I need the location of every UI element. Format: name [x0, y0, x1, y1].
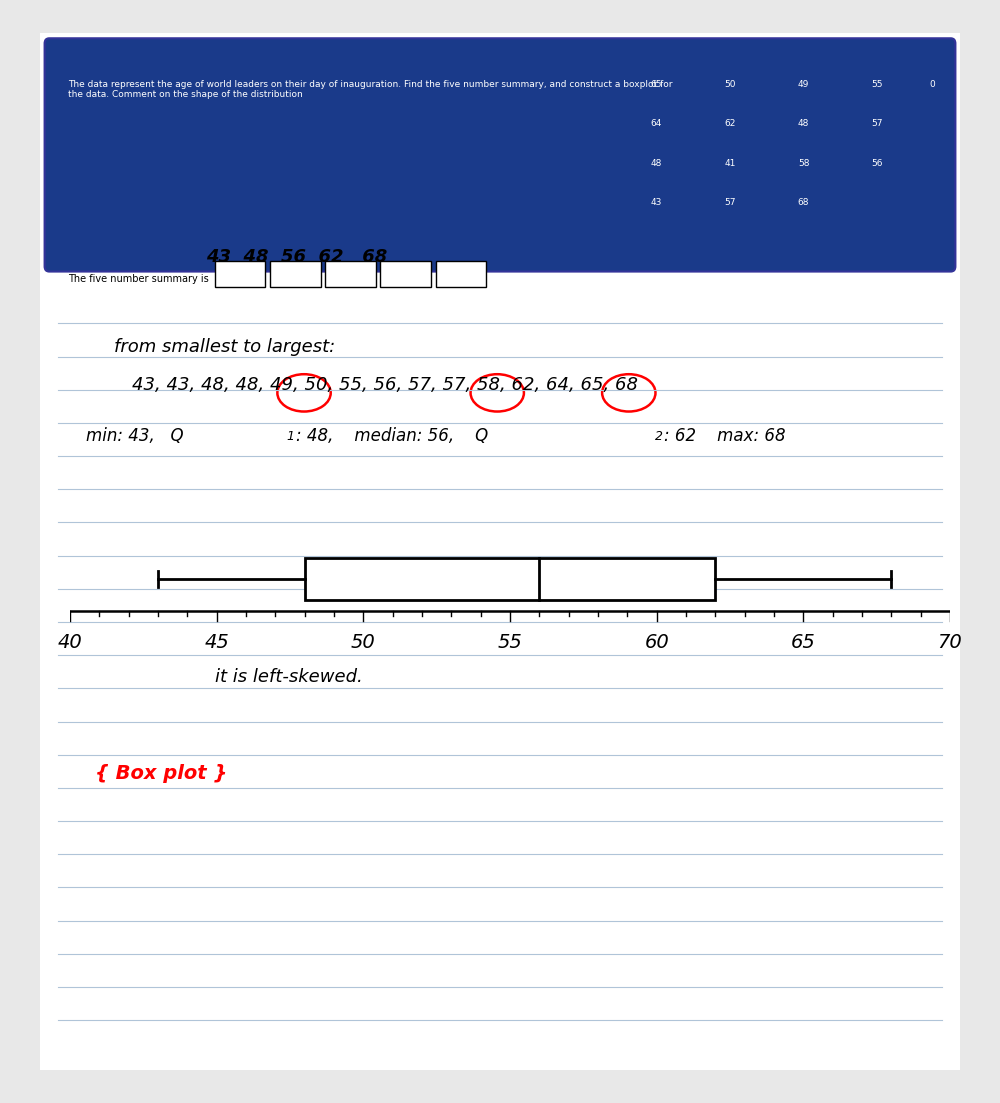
Text: 55: 55 [498, 633, 522, 652]
Text: 1: 1 [287, 430, 295, 443]
Text: 57: 57 [724, 197, 736, 207]
FancyBboxPatch shape [215, 261, 265, 287]
Text: 48: 48 [651, 159, 662, 168]
Text: 0: 0 [930, 79, 935, 88]
FancyBboxPatch shape [325, 261, 376, 287]
Text: 60: 60 [644, 633, 669, 652]
FancyBboxPatch shape [436, 261, 486, 287]
Text: 45: 45 [204, 633, 229, 652]
Text: it is left-skewed.: it is left-skewed. [215, 667, 363, 686]
Text: 58: 58 [798, 159, 809, 168]
Text: 65: 65 [791, 633, 816, 652]
Text: The five number summary is: The five number summary is [68, 274, 208, 283]
Text: 40: 40 [58, 633, 82, 652]
Text: 2: 2 [655, 430, 663, 443]
Text: { Box plot }: { Box plot } [95, 764, 227, 783]
Text: 57: 57 [871, 119, 883, 128]
Text: : 48,    median: 56,    Q: : 48, median: 56, Q [296, 427, 488, 446]
Text: 48: 48 [798, 119, 809, 128]
Text: 43, 43, 48, 48, 49, 50, 55, 56, 57, 57, 58, 62, 64, 65, 68: 43, 43, 48, 48, 49, 50, 55, 56, 57, 57, … [132, 376, 638, 394]
Text: 62: 62 [724, 119, 736, 128]
Text: The data represent the age of world leaders on their day of inauguration. Find t: The data represent the age of world lead… [68, 79, 672, 99]
Text: 50: 50 [724, 79, 736, 88]
Text: 50: 50 [351, 633, 376, 652]
Text: 43: 43 [651, 197, 662, 207]
Text: 56: 56 [871, 159, 883, 168]
Text: : 62    max: 68: : 62 max: 68 [664, 427, 785, 446]
Text: from smallest to largest:: from smallest to largest: [114, 338, 335, 356]
Bar [305, 558, 715, 600]
Text: 49: 49 [798, 79, 809, 88]
Text: 41: 41 [724, 159, 736, 168]
FancyBboxPatch shape [31, 23, 969, 1080]
Text: 70: 70 [938, 633, 962, 652]
Text: 43  48  56  62   68: 43 48 56 62 68 [206, 248, 387, 266]
Text: 68: 68 [798, 197, 809, 207]
Text: min: 43,   Q: min: 43, Q [86, 427, 184, 446]
Text: 64: 64 [651, 119, 662, 128]
Text: 65: 65 [651, 79, 662, 88]
FancyBboxPatch shape [45, 39, 955, 271]
Text: 55: 55 [871, 79, 883, 88]
FancyBboxPatch shape [380, 261, 431, 287]
FancyBboxPatch shape [270, 261, 321, 287]
